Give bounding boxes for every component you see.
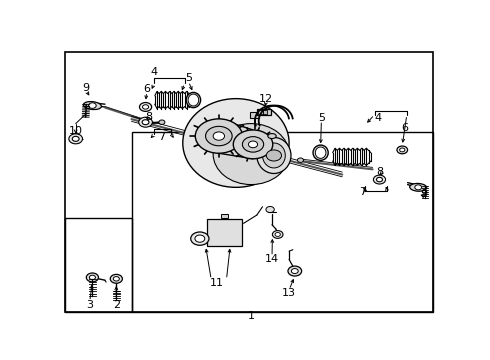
Circle shape <box>415 185 421 190</box>
Text: 7: 7 <box>360 186 367 197</box>
Text: 12: 12 <box>259 94 273 104</box>
Text: 4: 4 <box>151 67 158 77</box>
Text: 11: 11 <box>210 278 224 288</box>
Ellipse shape <box>410 184 427 191</box>
Bar <box>257 109 271 115</box>
Text: 5: 5 <box>185 73 192 83</box>
Circle shape <box>400 148 405 152</box>
Text: 3: 3 <box>86 300 93 310</box>
Circle shape <box>140 103 151 111</box>
Text: 14: 14 <box>265 255 279 264</box>
Bar <box>263 110 267 114</box>
Circle shape <box>288 266 302 276</box>
Text: 10: 10 <box>69 126 83 135</box>
Text: 8: 8 <box>145 112 152 122</box>
Text: 8: 8 <box>377 167 384 177</box>
Bar <box>220 214 228 219</box>
Circle shape <box>292 269 298 274</box>
Bar <box>207 219 242 246</box>
Bar <box>131 132 433 312</box>
Ellipse shape <box>263 143 285 168</box>
Circle shape <box>373 175 386 184</box>
Circle shape <box>113 276 120 281</box>
Text: 9: 9 <box>82 82 90 93</box>
Text: 7: 7 <box>158 132 166 143</box>
Circle shape <box>272 231 283 238</box>
Circle shape <box>69 134 82 144</box>
Circle shape <box>72 136 79 141</box>
Ellipse shape <box>188 94 199 106</box>
Circle shape <box>376 177 383 182</box>
Circle shape <box>139 117 152 127</box>
Circle shape <box>89 275 96 280</box>
Ellipse shape <box>213 123 289 185</box>
Circle shape <box>213 132 224 140</box>
Circle shape <box>142 120 149 125</box>
Circle shape <box>159 120 165 125</box>
Text: 4: 4 <box>375 113 382 123</box>
Text: 5: 5 <box>318 113 325 123</box>
Ellipse shape <box>183 99 289 187</box>
Circle shape <box>206 126 232 146</box>
Ellipse shape <box>186 93 200 108</box>
Circle shape <box>86 273 98 282</box>
Text: 9: 9 <box>420 189 427 199</box>
Circle shape <box>196 119 243 153</box>
Ellipse shape <box>268 134 276 139</box>
Circle shape <box>89 103 96 108</box>
Bar <box>250 112 260 118</box>
Ellipse shape <box>83 102 101 109</box>
Circle shape <box>233 130 273 159</box>
Circle shape <box>397 146 408 154</box>
Ellipse shape <box>315 147 326 158</box>
Text: 1: 1 <box>247 311 255 321</box>
Circle shape <box>143 105 148 109</box>
Ellipse shape <box>313 145 328 160</box>
Ellipse shape <box>257 138 291 174</box>
Circle shape <box>195 235 205 242</box>
Text: 13: 13 <box>282 288 296 298</box>
Circle shape <box>267 150 282 161</box>
Ellipse shape <box>266 207 274 212</box>
Text: 6: 6 <box>401 123 409 133</box>
Circle shape <box>297 158 303 162</box>
Circle shape <box>248 141 258 148</box>
Text: 6: 6 <box>143 84 150 94</box>
Bar <box>258 110 263 114</box>
Circle shape <box>275 233 280 237</box>
Circle shape <box>191 232 209 245</box>
Bar <box>65 218 131 312</box>
Text: 2: 2 <box>113 300 120 310</box>
Circle shape <box>110 274 122 283</box>
Circle shape <box>243 136 264 152</box>
